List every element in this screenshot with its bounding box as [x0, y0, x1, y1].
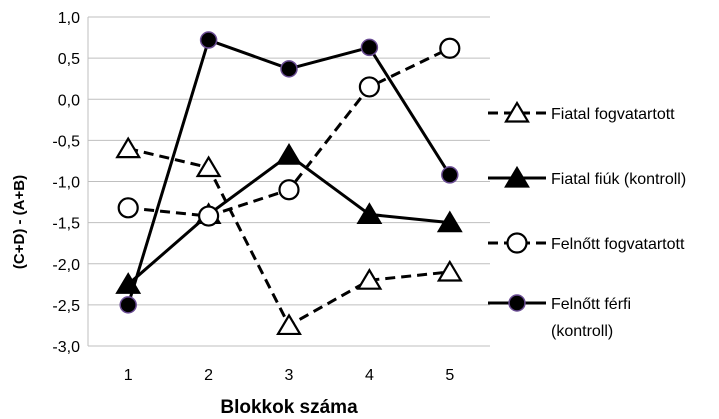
y-tick-label: 1,0: [58, 10, 80, 27]
data-point: [441, 166, 459, 184]
legend-label: Felnőtt férfi: [551, 296, 631, 313]
data-point: [439, 37, 461, 59]
data-point: [360, 38, 379, 57]
x-tick-label: 5: [445, 367, 454, 384]
data-point: [356, 202, 383, 224]
x-axis-title: Blokkok száma: [220, 397, 358, 418]
legend-label: (kontroll): [551, 323, 613, 340]
data-point: [436, 210, 463, 233]
series-line: [126, 38, 452, 306]
legend-item: Felnőtt férfi (kontroll): [488, 294, 631, 340]
y-tick-label: -1,5: [52, 216, 80, 233]
legend-item: Felnőtt fogvatartott: [488, 232, 685, 254]
x-tick-label: 2: [204, 367, 213, 384]
y-tick-label: -2,5: [52, 298, 80, 315]
legend-marker: [508, 294, 526, 312]
data-point: [115, 136, 142, 159]
series-line: [127, 153, 450, 286]
y-tick-label: -0,5: [52, 133, 80, 150]
x-tick-label: 4: [365, 367, 374, 384]
data-point: [436, 259, 463, 282]
legend-item: Fiatal fiúk (kontroll): [488, 165, 686, 188]
legend-label: Fiatal fiúk (kontroll): [551, 171, 686, 188]
data-point: [195, 155, 222, 178]
legend-item: Fiatal fogvatartott: [488, 100, 675, 123]
series-line: [127, 147, 450, 327]
y-tick-label: 0,5: [58, 51, 80, 68]
legend: Fiatal fogvatartott Fiatal fiúk (kontroll…: [488, 100, 686, 340]
y-axis-title: (C+D) - (A+B): [11, 175, 28, 269]
legend-marker: [504, 100, 530, 123]
data-point: [278, 179, 300, 201]
series-markers: [115, 31, 463, 336]
data-point: [198, 205, 220, 227]
data-point: [199, 31, 218, 49]
legend-label: Fiatal fogvatartott: [551, 106, 675, 123]
data-point: [358, 76, 380, 98]
data-point: [119, 296, 137, 314]
y-tick-label: -2,0: [52, 257, 80, 274]
y-tick-label: -1,0: [52, 175, 80, 192]
y-tick-label: -3,0: [52, 339, 80, 356]
x-tick-label: 1: [124, 367, 133, 384]
data-point: [115, 272, 142, 294]
data-point: [276, 143, 302, 165]
data-point: [276, 313, 302, 336]
legend-marker: [506, 232, 528, 254]
data-point: [280, 60, 298, 78]
legend-label: Felnőtt fogvatartott: [551, 236, 685, 253]
x-tick-label: 3: [285, 367, 294, 384]
data-point: [117, 197, 139, 219]
y-tick-label: 0,0: [58, 92, 80, 109]
axes: 1,0 0,5 0,0 -0,5 -1,0 -1,5 -2,0 -2,5 -3,0 1 2 3 4 5: [52, 10, 454, 384]
data-point: [356, 268, 383, 290]
legend-marker: [504, 165, 530, 188]
